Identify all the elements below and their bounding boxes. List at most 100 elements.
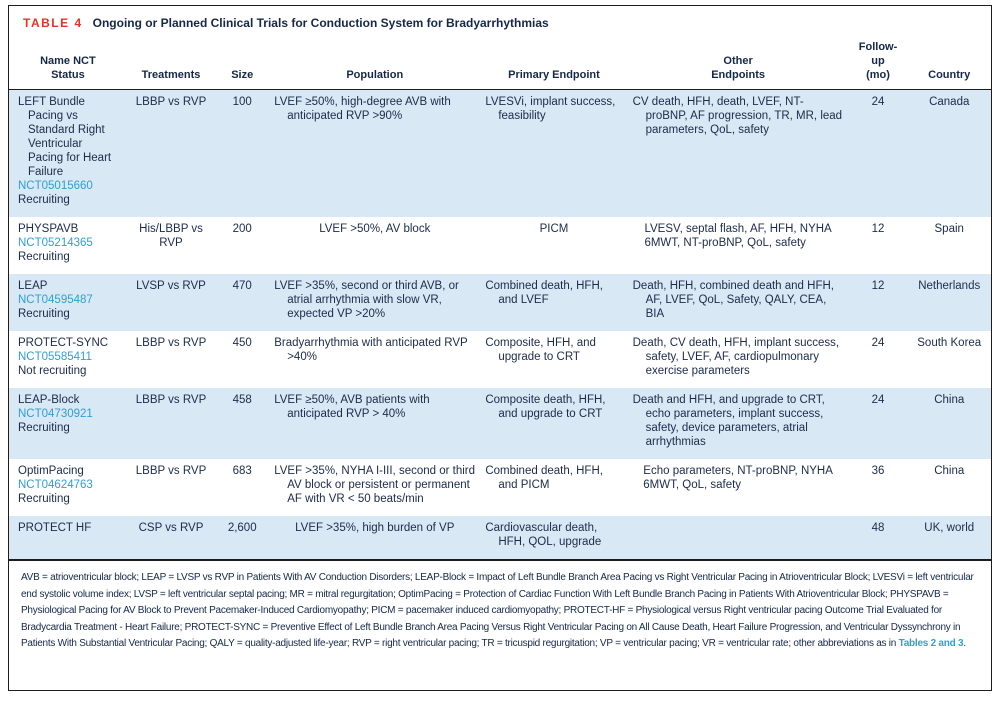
name-block: LEAP NCT04595487 Recruiting <box>18 279 93 321</box>
cell-country: Netherlands <box>918 280 981 292</box>
cell-population-text: Bradyarrhythmia with anticipated RVP >40… <box>274 337 468 363</box>
cell-followup: 24 <box>871 394 885 406</box>
column-header-primary-endpoint: Primary Endpoint <box>480 38 628 90</box>
other-endpoints-block: Death, CV death, HFH, implant success, s… <box>633 336 844 378</box>
cell-followup: 48 <box>871 522 885 534</box>
cell-followup: 24 <box>871 337 885 349</box>
cell-primary-endpoint-text: Composite death, HFH, and upgrade to CRT <box>485 394 606 420</box>
name-block: LEAP-Block NCT04730921 Recruiting <box>18 393 93 435</box>
nct-link[interactable]: NCT05015660 <box>18 180 93 192</box>
column-header-country: Country <box>907 38 991 90</box>
column-header-line: Primary Endpoint <box>508 69 600 81</box>
trial-status: Not recruiting <box>18 365 87 377</box>
cell-country: China <box>934 465 965 477</box>
column-header-line: Other <box>723 55 753 67</box>
cell-treatments: LBBP vs RVP <box>135 96 207 108</box>
footnote-tables-link[interactable]: Tables 2 and 3 <box>898 638 964 649</box>
cell-population-block: LVEF >50%, AV block <box>319 222 430 236</box>
header-row: Name NCT Status Treatments Size Population Pr… <box>9 38 991 90</box>
table-title: Ongoing or Planned Clinical Trials for C… <box>92 16 549 30</box>
cell-primary-endpoint: Composite death, HFH, and upgrade to CRT <box>480 388 627 459</box>
cell-other-endpoints: Echo parameters, NT-proBNP, NYHA 6MWT, Qo… <box>628 459 849 516</box>
cell-name-status: PROTECT-SYNC NCT05585411 Not recruiting <box>9 331 127 388</box>
other-endpoints-block: CV death, HFH, death, LVEF, NT-proBNP, A… <box>633 95 844 137</box>
cell-population: LVEF ≥50%, AVB patients with anticipated… <box>269 388 480 459</box>
cell-primary-endpoint: Cardiovascular death, HFH, QOL, upgrade <box>480 516 627 559</box>
cell-primary-endpoint-block: Combined death, HFH, and PICM <box>485 464 622 492</box>
name-block: OptimPacing NCT04624763 Recruiting <box>18 464 93 506</box>
other-endpoints-block: Echo parameters, NT-proBNP, NYHA 6MWT, Qo… <box>643 464 833 492</box>
cell-other-endpoints <box>628 516 849 559</box>
cell-population-text: LVEF ≥50%, high-degree AVB with anticipa… <box>274 96 451 122</box>
cell-primary-endpoint-block: Cardiovascular death, HFH, QOL, upgrade <box>485 521 622 549</box>
cell-primary-endpoint-block: LVESVi, implant success, feasibility <box>485 95 622 123</box>
cell-size: 458 <box>232 394 252 406</box>
name-block: PHYSPAVB NCT05214365 Recruiting <box>18 222 93 264</box>
trial-row: LEFT Bundle Pacing vs Standard Right Ven… <box>9 89 991 218</box>
cell-other-endpoints: CV death, HFH, death, LVEF, NT-proBNP, A… <box>628 90 849 218</box>
footnote-period: . <box>963 638 966 649</box>
cell-population: LVEF >35%, NYHA I-III, second or third A… <box>269 459 480 516</box>
cell-primary-endpoint-block: Combined death, HFH, and LVEF <box>485 279 622 307</box>
nct-link[interactable]: NCT04624763 <box>18 479 93 491</box>
column-header-line: Status <box>51 69 85 81</box>
cell-followup: 12 <box>871 223 885 235</box>
trial-status: Recruiting <box>18 251 70 263</box>
cell-treatments: His/LBBP vs RVP <box>139 223 203 249</box>
trials-table: Name NCT Status Treatments Size Population Pr… <box>9 38 991 559</box>
cell-population-block: LVEF >35%, second or third AVB, or atria… <box>274 279 475 321</box>
cell-primary-endpoint: Combined death, HFH, and PICM <box>480 459 627 516</box>
trial-row: OptimPacing NCT04624763 Recruiting LBBP vs … <box>9 459 991 516</box>
trial-row: LEAP-Block NCT04730921 Recruiting LBBP vs R… <box>9 388 991 459</box>
cell-size: 200 <box>232 223 252 235</box>
cell-primary-endpoint-text: Combined death, HFH, and PICM <box>485 465 603 491</box>
nct-link[interactable]: NCT05585411 <box>18 351 92 363</box>
cell-primary-endpoint: LVESVi, implant success, feasibility <box>480 90 627 218</box>
table-label: TABLE 4 <box>23 16 83 30</box>
column-header-line: (mo) <box>866 69 890 81</box>
cell-name-status: LEAP NCT04595487 Recruiting <box>9 274 127 331</box>
cell-size: 450 <box>232 337 252 349</box>
cell-population-text: LVEF >35%, NYHA I-III, second or third A… <box>274 465 476 505</box>
cell-treatments: LBBP vs RVP <box>135 337 207 349</box>
trial-name: LEAP-Block <box>18 394 80 406</box>
cell-country: China <box>934 394 965 406</box>
cell-population: LVEF >35%, high burden of VP <box>269 516 480 559</box>
cell-population-text: LVEF >50%, AV block <box>319 223 431 235</box>
cell-primary-endpoint: Combined death, HFH, and LVEF <box>480 274 627 331</box>
nct-link[interactable]: NCT05214365 <box>18 237 93 249</box>
column-header-line: Name NCT <box>40 55 96 67</box>
trial-name: OptimPacing <box>18 465 84 477</box>
cell-primary-endpoint-block: PICM <box>540 222 569 236</box>
cell-size: 2,600 <box>227 522 257 534</box>
trial-status: Recruiting <box>18 422 70 434</box>
cell-population: LVEF ≥50%, high-degree AVB with anticipa… <box>269 90 480 218</box>
trial-row: PROTECT-SYNC NCT05585411 Not recruiting LBB… <box>9 331 991 388</box>
nct-link[interactable]: NCT04595487 <box>18 294 93 306</box>
column-header-treatments: Treatments <box>126 38 216 90</box>
name-block: LEFT Bundle Pacing vs Standard Right Ven… <box>18 95 115 207</box>
trial-name: PROTECT HF <box>18 522 92 534</box>
name-block: PROTECT-SYNC NCT05585411 Not recruiting <box>18 336 108 378</box>
cell-primary-endpoint-text: PICM <box>539 223 569 235</box>
cell-name-status: LEFT Bundle Pacing vs Standard Right Ven… <box>9 90 127 218</box>
trial-row: PHYSPAVB NCT05214365 Recruiting His/LBBP vs… <box>9 217 991 274</box>
cell-name-status: PROTECT HF <box>9 516 127 559</box>
clinical-trials-table-figure: TABLE 4 Ongoing or Planned Clinical Trial… <box>8 5 992 691</box>
cell-other-endpoints: LVESV, septal flash, AF, HFH, NYHA 6MWT, … <box>628 217 849 274</box>
trial-name: LEAP <box>18 280 48 292</box>
column-header-other-endpoints: Other Endpoints <box>627 38 849 90</box>
cell-primary-endpoint-text: LVESVi, implant success, feasibility <box>485 96 616 122</box>
trial-name: PROTECT-SYNC <box>18 337 109 349</box>
cell-other-endpoints: Death, HFH, combined death and HFH, AF, … <box>628 274 849 331</box>
column-header-line: Follow-up <box>858 41 898 67</box>
cell-other-endpoints: Death and HFH, and upgrade to CRT, echo … <box>628 388 849 459</box>
column-header-size: Size <box>215 38 270 90</box>
nct-link[interactable]: NCT04730921 <box>18 408 93 420</box>
cell-population: LVEF >35%, second or third AVB, or atria… <box>269 274 480 331</box>
table-body: LEFT Bundle Pacing vs Standard Right Ven… <box>9 89 991 559</box>
column-header-line: Population <box>346 69 404 81</box>
other-endpoints-text: CV death, HFH, death, LVEF, NT-proBNP, A… <box>632 96 843 136</box>
cell-followup: 24 <box>871 96 885 108</box>
cell-primary-endpoint-text: Composite, HFH, and upgrade to CRT <box>485 337 596 363</box>
